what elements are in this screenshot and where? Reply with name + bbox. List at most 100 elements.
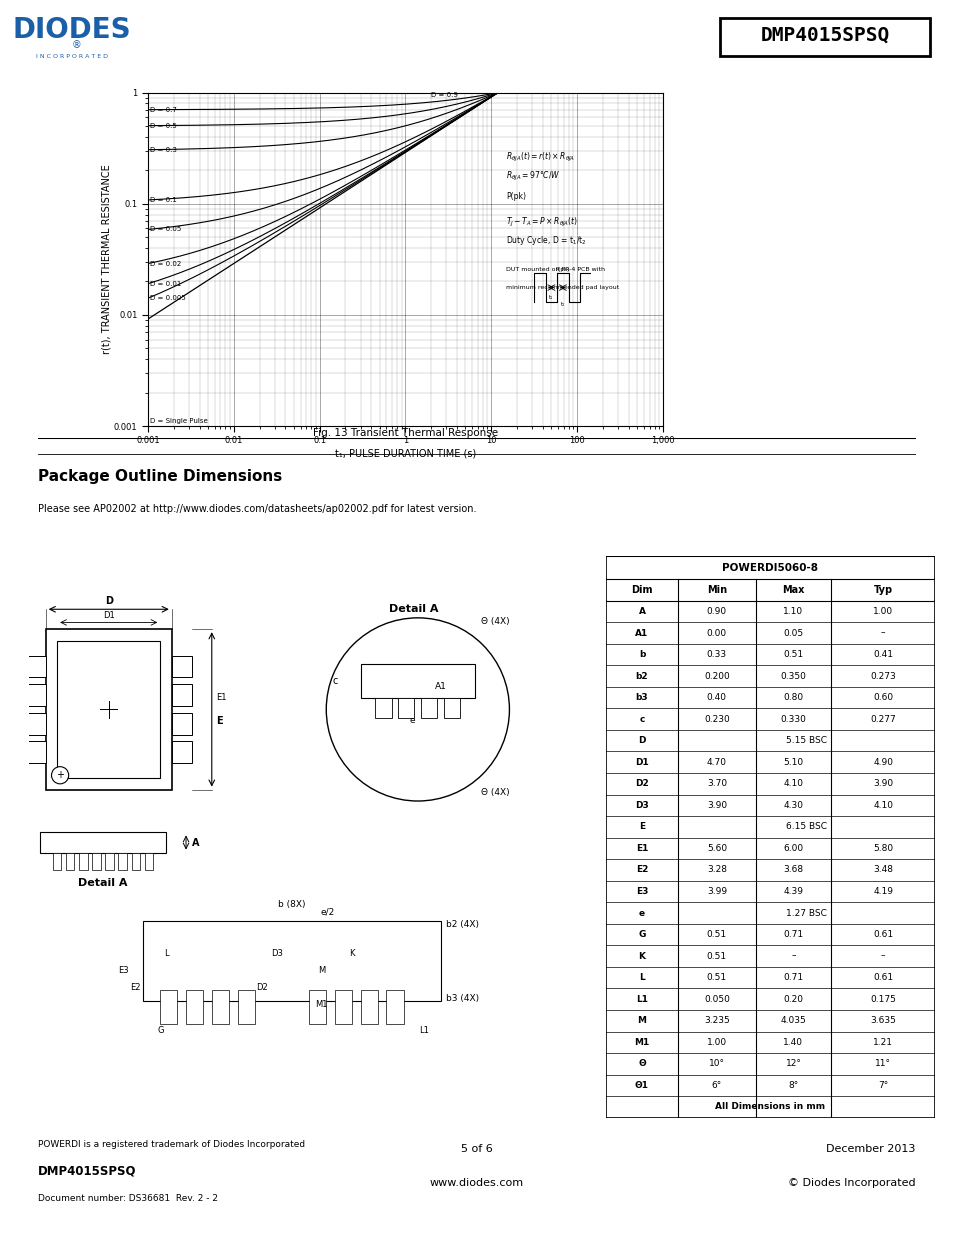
Text: c: c <box>639 715 644 724</box>
Bar <box>212 990 229 1024</box>
Text: minimum recommended pad layout: minimum recommended pad layout <box>506 285 619 290</box>
Bar <box>720 19 929 56</box>
Text: 0.51: 0.51 <box>706 973 726 982</box>
Text: P(pk): P(pk) <box>556 267 569 272</box>
Text: Θ (4X): Θ (4X) <box>480 616 509 626</box>
Bar <box>605 751 934 773</box>
Text: G: G <box>157 1026 163 1035</box>
Text: –: – <box>790 952 795 961</box>
Text: E: E <box>639 823 644 831</box>
Bar <box>605 730 934 751</box>
Bar <box>57 641 160 778</box>
Text: D = Single Pulse: D = Single Pulse <box>150 417 207 424</box>
Bar <box>172 684 192 706</box>
Text: e/2: e/2 <box>320 908 335 916</box>
Text: Dim: Dim <box>631 585 652 595</box>
Text: December 2013: December 2013 <box>825 1144 915 1155</box>
Text: D = 0.02: D = 0.02 <box>150 261 181 267</box>
Circle shape <box>51 767 69 784</box>
Text: D = 0.3: D = 0.3 <box>150 147 176 153</box>
Bar <box>444 698 459 718</box>
Text: 0.41: 0.41 <box>872 650 892 659</box>
Text: D = 0.1: D = 0.1 <box>150 196 176 203</box>
Text: 0.80: 0.80 <box>782 693 802 703</box>
Bar <box>605 924 934 945</box>
Text: 6.15 BSC: 6.15 BSC <box>785 823 826 831</box>
Text: A1: A1 <box>635 629 648 637</box>
Text: M1: M1 <box>634 1037 649 1047</box>
Text: 1.40: 1.40 <box>782 1037 802 1047</box>
Bar <box>605 773 934 794</box>
Text: DMP4015SPSQ: DMP4015SPSQ <box>38 1165 136 1177</box>
Text: Θ (4X): Θ (4X) <box>480 788 509 798</box>
Text: D: D <box>105 595 112 605</box>
Bar <box>145 852 153 869</box>
Text: 11°: 11° <box>874 1060 890 1068</box>
Text: Typ: Typ <box>873 585 892 595</box>
Text: D3: D3 <box>271 948 283 957</box>
Text: Document number: DS36681  Rev. 2 - 2: Document number: DS36681 Rev. 2 - 2 <box>38 1194 218 1203</box>
Bar <box>605 967 934 988</box>
Bar <box>605 687 934 709</box>
Bar <box>360 663 475 698</box>
Text: 4.39: 4.39 <box>782 887 802 897</box>
Text: 0.350: 0.350 <box>780 672 805 680</box>
Bar <box>360 990 377 1024</box>
Text: 4.19: 4.19 <box>872 887 892 897</box>
Text: E1: E1 <box>635 844 647 853</box>
Bar <box>237 990 254 1024</box>
Text: DUT mounted on FR-4 PCB with: DUT mounted on FR-4 PCB with <box>506 267 605 272</box>
Bar <box>605 945 934 967</box>
Text: D: D <box>638 736 645 745</box>
Text: c: c <box>332 676 337 685</box>
Bar <box>186 990 203 1024</box>
Text: 4.70: 4.70 <box>706 758 726 767</box>
Bar <box>605 1053 934 1074</box>
Text: Θ: Θ <box>638 1060 645 1068</box>
Text: 0.33: 0.33 <box>706 650 726 659</box>
Text: Please see AP02002 at http://www.diodes.com/datasheets/ap02002.pdf for latest ve: Please see AP02002 at http://www.diodes.… <box>38 504 476 514</box>
Text: 5.60: 5.60 <box>706 844 726 853</box>
Text: 3.635: 3.635 <box>869 1016 895 1025</box>
Bar <box>605 666 934 687</box>
Text: P(pk): P(pk) <box>506 193 526 201</box>
Text: 0.175: 0.175 <box>869 994 895 1004</box>
Text: 5.80: 5.80 <box>872 844 892 853</box>
Text: t₂: t₂ <box>560 301 564 308</box>
Text: 7°: 7° <box>877 1081 887 1089</box>
Text: Detail A: Detail A <box>78 878 128 888</box>
Text: Detail A: Detail A <box>389 604 438 614</box>
Text: D2: D2 <box>635 779 648 788</box>
Bar <box>52 852 61 869</box>
Text: $T_J - T_A = P \times R_{\theta JA}(t)$: $T_J - T_A = P \times R_{\theta JA}(t)$ <box>506 216 578 228</box>
Text: 5 of 6: 5 of 6 <box>460 1144 493 1155</box>
Text: 0.330: 0.330 <box>780 715 805 724</box>
Bar <box>605 579 934 600</box>
Text: –: – <box>880 629 884 637</box>
Text: DMP4015SPSQ: DMP4015SPSQ <box>760 26 889 44</box>
Text: 0.51: 0.51 <box>782 650 802 659</box>
Bar <box>40 832 166 852</box>
Text: b2: b2 <box>635 672 648 680</box>
Bar <box>605 794 934 816</box>
Bar <box>605 881 934 903</box>
Bar <box>605 1074 934 1097</box>
Text: E1: E1 <box>216 694 227 703</box>
Text: 3.68: 3.68 <box>782 866 802 874</box>
Text: 3.235: 3.235 <box>703 1016 729 1025</box>
Text: 4.90: 4.90 <box>872 758 892 767</box>
Bar <box>26 713 46 735</box>
Text: –: – <box>880 952 884 961</box>
Bar <box>172 741 192 763</box>
Text: 5.15 BSC: 5.15 BSC <box>785 736 826 745</box>
Text: 4.10: 4.10 <box>872 800 892 810</box>
Bar <box>46 630 172 789</box>
Bar <box>172 713 192 735</box>
Text: $R_{\theta JA} = 97°C/W$: $R_{\theta JA} = 97°C/W$ <box>506 169 560 183</box>
Text: 3.28: 3.28 <box>706 866 726 874</box>
Text: 0.51: 0.51 <box>706 930 726 939</box>
Text: D = 0.005: D = 0.005 <box>150 295 185 301</box>
Bar <box>421 698 436 718</box>
Text: 0.90: 0.90 <box>706 606 726 616</box>
Text: e: e <box>639 909 644 918</box>
